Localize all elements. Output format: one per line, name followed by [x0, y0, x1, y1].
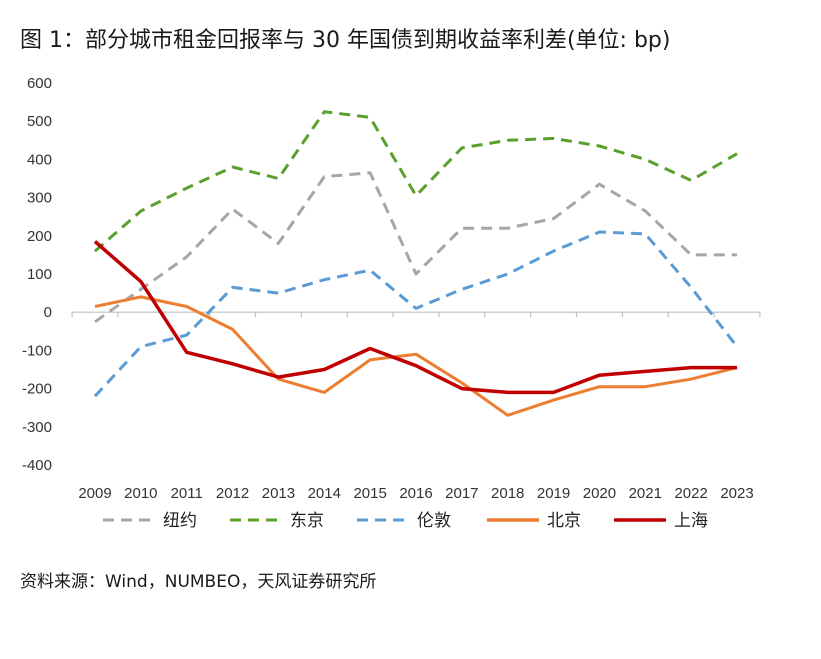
x-tick-label: 2010: [124, 485, 157, 502]
legend-label: 纽约: [163, 511, 197, 531]
series-lines: [93, 110, 739, 417]
y-tick-label: -300: [22, 419, 52, 436]
series-line: [93, 240, 737, 395]
x-tick-label: 2022: [674, 485, 707, 502]
y-tick-label: 300: [27, 190, 52, 207]
x-tick-label: 2023: [720, 485, 753, 502]
x-tick-label: 2014: [308, 485, 341, 502]
legend-label: 伦敦: [417, 511, 451, 531]
x-tick-label: 2012: [216, 485, 249, 502]
series-line: [93, 230, 739, 398]
y-axis-ticks: 600 500 400 300 200 100 0 -100 -200 -300 -400: [22, 75, 52, 474]
x-tick-label: 2009: [78, 485, 111, 502]
legend-label: 北京: [547, 511, 581, 531]
line-chart: 600 500 400 300 200 100 0 -100 -200 -300 -400 2009…: [22, 75, 761, 531]
x-tick-label: 2016: [399, 485, 432, 502]
x-tick-label: 2018: [491, 485, 524, 502]
legend-label: 上海: [674, 511, 708, 531]
x-tick-label: 2013: [262, 485, 295, 502]
y-tick-label: -100: [22, 342, 52, 359]
y-tick-label: 100: [27, 266, 52, 283]
x-tick-label: 2020: [583, 485, 616, 502]
legend: 纽约 东京 伦敦 北京 上海: [103, 511, 708, 531]
x-axis-line: [71, 311, 761, 318]
x-tick-label: 2011: [171, 485, 203, 502]
y-tick-label: 0: [44, 304, 52, 321]
series-line: [94, 110, 738, 253]
x-tick-label: 2019: [537, 485, 570, 502]
x-tick-label: 2017: [445, 485, 478, 502]
y-tick-label: 400: [27, 151, 52, 168]
y-tick-label: -400: [22, 457, 52, 474]
y-tick-label: 500: [27, 113, 52, 130]
x-tick-label: 2021: [629, 485, 662, 502]
x-tick-label: 2015: [353, 485, 386, 502]
y-tick-label: 200: [27, 228, 52, 245]
series-line: [94, 295, 738, 417]
x-axis-ticks: 2009 2010 2011 2012 2013 2014 2015 2016 2017 2018…: [78, 485, 753, 502]
series-line: [94, 171, 737, 324]
y-tick-label: 600: [27, 75, 52, 92]
y-tick-label: -200: [22, 381, 52, 398]
chart-title: 图 1：部分城市租金回报率与 30 年国债到期收益率利差(单位: bp): [20, 28, 671, 53]
legend-label: 东京: [290, 511, 324, 531]
source-note: 资料来源：Wind，NUMBEO，天风证券研究所: [20, 572, 377, 592]
